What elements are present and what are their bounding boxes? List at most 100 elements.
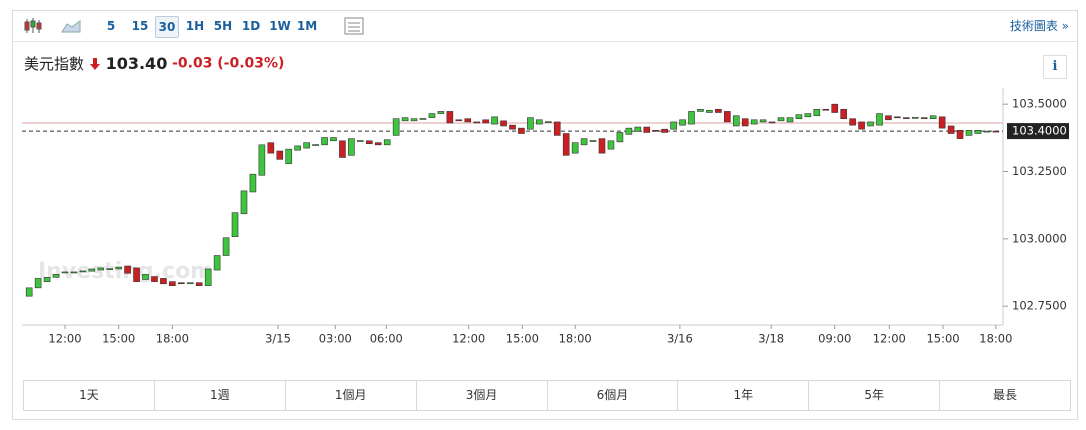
candle-body xyxy=(133,267,140,282)
candle-body xyxy=(321,137,328,146)
candle-body xyxy=(52,274,60,278)
y-tick-label: 103.0000 xyxy=(1012,231,1067,245)
candle-body xyxy=(115,266,122,270)
candle-body xyxy=(589,140,597,142)
candle-body xyxy=(446,111,454,124)
candle-body xyxy=(410,118,418,122)
candle-body xyxy=(428,113,436,118)
candle-body xyxy=(61,271,69,274)
candle-body xyxy=(894,116,901,119)
candle-body xyxy=(249,173,257,193)
interval-button[interactable]: 30 xyxy=(155,16,179,38)
change-percent: (-0.03%) xyxy=(217,55,285,72)
candle-body xyxy=(518,127,525,134)
x-tick-label: 3/15 xyxy=(265,332,291,346)
price: 103.40 xyxy=(105,54,168,73)
candle-body xyxy=(849,118,856,126)
candle-body xyxy=(106,268,114,271)
candle-body xyxy=(25,287,33,297)
interval-button[interactable]: 1D xyxy=(241,19,261,33)
candle-body xyxy=(974,129,982,134)
candle-icon[interactable] xyxy=(23,17,43,35)
candle-body xyxy=(464,118,472,123)
candle-body xyxy=(903,117,910,119)
candle-body xyxy=(357,140,364,142)
candle-body xyxy=(348,138,355,156)
interval-button[interactable]: 5H xyxy=(213,19,233,33)
x-tick-label: 06:00 xyxy=(370,332,403,346)
candle-body xyxy=(598,138,606,154)
candle-body xyxy=(867,121,874,127)
candle-body xyxy=(616,132,624,143)
candle-body xyxy=(992,130,1000,133)
x-tick-label: 09:00 xyxy=(818,332,851,346)
candle-body xyxy=(419,118,427,120)
current-price-box xyxy=(1007,123,1069,140)
range-button[interactable]: 1年 xyxy=(678,381,810,410)
candle-body xyxy=(831,103,839,113)
candle-body xyxy=(392,118,400,136)
interval-button[interactable]: 5 xyxy=(106,19,116,33)
quote-header: 美元指數 103.40 -0.03 (-0.03%) xyxy=(24,53,284,74)
candle-body xyxy=(240,190,248,215)
interval-button[interactable]: 1H xyxy=(185,19,205,33)
interval-button[interactable]: 1W xyxy=(269,19,291,33)
range-button[interactable]: 6個月 xyxy=(548,381,679,410)
candle-body xyxy=(285,148,293,164)
interval-button[interactable]: 1M xyxy=(296,19,318,33)
range-button[interactable]: 1天 xyxy=(24,381,155,410)
range-bar: 1天 1週 1個月 3個月 6個月 1年 5年 最長 xyxy=(23,380,1071,411)
candle-body xyxy=(571,142,579,154)
candle-body xyxy=(365,140,373,145)
candle-body xyxy=(965,129,973,136)
candle-body xyxy=(267,142,275,154)
instrument-name: 美元指數 xyxy=(24,55,85,73)
candle-body xyxy=(562,133,570,156)
candle-body xyxy=(294,145,301,151)
candle-body xyxy=(679,119,686,126)
settings-icon[interactable] xyxy=(343,16,365,36)
range-button[interactable]: 最長 xyxy=(993,388,1018,402)
x-tick-label: 12:00 xyxy=(873,332,906,346)
candle-body xyxy=(455,119,463,122)
candle-body xyxy=(840,108,847,120)
area-icon[interactable] xyxy=(61,18,81,34)
candle-body xyxy=(178,282,185,285)
candle-body xyxy=(186,282,194,285)
candle-body xyxy=(741,118,749,127)
candle-body xyxy=(759,119,767,123)
candle-body xyxy=(258,144,266,176)
candle-body xyxy=(231,212,239,237)
candle-body xyxy=(706,110,713,113)
x-tick-label: 12:00 xyxy=(452,332,485,346)
candle-body xyxy=(195,282,203,286)
candle-body xyxy=(688,111,695,125)
candle-body xyxy=(213,255,221,271)
range-button[interactable]: 3個月 xyxy=(417,381,548,410)
candle-body xyxy=(938,116,946,129)
candle-body xyxy=(724,111,731,123)
interval-button[interactable]: 15 xyxy=(131,19,149,33)
x-tick-label: 3/16 xyxy=(667,332,693,346)
candle-body xyxy=(374,142,382,146)
candle-body xyxy=(607,140,615,150)
toolbar: 5 15 30 1H 5H 1D 1W 1M 技術圖表 » xyxy=(13,11,1077,42)
chart-link[interactable]: 技術圖表 » xyxy=(1009,19,1069,33)
range-button[interactable]: 5年 xyxy=(809,381,941,410)
candle-body xyxy=(491,116,498,125)
candle-body xyxy=(88,268,96,272)
candle-body xyxy=(303,142,310,149)
candle-body xyxy=(545,121,552,123)
candle-body xyxy=(652,129,660,132)
candle-body xyxy=(876,113,883,126)
candle-body xyxy=(43,277,51,282)
candle-body xyxy=(625,127,633,135)
candle-body xyxy=(473,121,480,124)
range-button[interactable]: 1個月 xyxy=(286,381,417,410)
candle-body xyxy=(437,111,445,114)
info-button[interactable]: i xyxy=(1043,55,1067,79)
candle-body xyxy=(124,265,131,274)
range-button[interactable]: 1週 xyxy=(155,381,286,410)
candle-body xyxy=(536,119,543,125)
